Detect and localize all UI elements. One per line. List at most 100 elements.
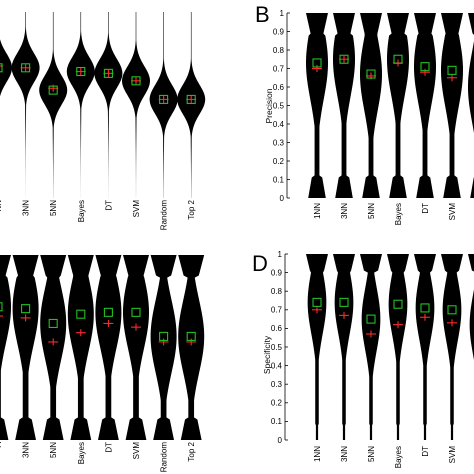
mean-marker (420, 303, 430, 313)
x-tick-label: 5NN (367, 446, 376, 462)
x-tick-label: Bayes (77, 442, 86, 464)
mean-marker (159, 94, 169, 104)
violin-c-4 (95, 255, 122, 440)
x-tick-label: 5NN (49, 200, 58, 216)
y-axis-label-d: Specificity (262, 335, 272, 374)
panel-c: A 3NN 5NN Bayes DT SVM Random Top 2 (0, 255, 205, 473)
violin-d-3 (387, 254, 409, 440)
violin-a-5 (122, 12, 150, 198)
violin-b-1 (333, 13, 355, 198)
mean-marker (186, 94, 196, 104)
x-tick-label: DT (421, 203, 430, 214)
y-tick-label: 0.1 (271, 417, 283, 426)
violin-c-5 (123, 255, 149, 440)
x-tick-label: 5NN (367, 203, 376, 219)
x-tick-label: 3NN (22, 200, 31, 216)
y-tick-label: 0.2 (273, 157, 285, 166)
y-tick-label: 0.5 (271, 343, 283, 352)
y-tick-label: 0.7 (273, 64, 285, 73)
violin-a-3 (66, 12, 95, 198)
x-tick-label: Top 2 (187, 199, 196, 219)
x-tick-label: DT (104, 200, 113, 211)
mean-marker (393, 299, 403, 309)
mean-marker (312, 58, 322, 68)
mean-marker (366, 69, 376, 79)
x-tick-label: Bayes (394, 203, 403, 225)
violin-c-3 (67, 255, 94, 440)
mean-marker (447, 65, 457, 75)
mean-marker (131, 76, 141, 86)
mean-marker (339, 54, 349, 64)
y-tick-label: 0.3 (271, 380, 283, 389)
y-tick-label: 0.3 (273, 138, 285, 147)
mean-marker (312, 297, 322, 307)
x-tick-label: A (0, 441, 3, 447)
mean-marker (21, 63, 31, 73)
x-tick-label: 1NN (313, 446, 322, 462)
x-tick-label: Bayes (394, 446, 403, 468)
violin-b-2 (360, 13, 382, 198)
violin-d-0 (306, 254, 328, 440)
violin-a-0 (0, 39, 12, 97)
x-tick-label: Bayes (77, 200, 86, 222)
x-tick-label: SVM (132, 200, 141, 218)
violin-b-6 (468, 13, 474, 198)
mean-marker (186, 331, 196, 341)
mean-marker (393, 54, 403, 64)
y-tick-label: 0.9 (271, 268, 283, 277)
mean-marker (366, 314, 376, 324)
violin-a-1 (11, 12, 40, 198)
y-tick-label: 0.2 (271, 399, 283, 408)
y-tick-label: 0.6 (271, 324, 283, 333)
violin-d-5 (441, 254, 463, 440)
mean-marker (339, 297, 349, 307)
mean-marker (131, 307, 141, 317)
panel-letter-b: B (255, 2, 270, 27)
violin-b-3 (387, 13, 409, 198)
y-axis-label-b: Precision (264, 88, 274, 123)
violin-a-6 (149, 12, 178, 198)
y-tick-label: 0.5 (273, 101, 285, 110)
violin-c-0 (0, 255, 11, 440)
y-tick-label: 0 (280, 194, 285, 203)
y-tick-label: 0.1 (273, 175, 285, 184)
mean-marker (103, 307, 113, 317)
x-tick-label: Top 2 (187, 441, 196, 461)
violin-d-1 (333, 254, 355, 440)
x-tick-label: Random (160, 200, 169, 231)
y-tick-label: 0.9 (273, 27, 285, 36)
y-tick-label: 0.6 (273, 83, 285, 92)
x-tick-label: 3NN (22, 442, 31, 458)
mean-marker (103, 68, 113, 78)
y-tick-label: 0.7 (271, 306, 283, 315)
y-tick-label: 1 (278, 250, 283, 259)
violin-c-6 (150, 255, 177, 440)
violin-d-6 (468, 254, 474, 361)
violin-d-2 (360, 254, 382, 440)
x-tick-label: DT (104, 442, 113, 453)
violin-c-2 (40, 255, 67, 440)
x-tick-label: 3NN (340, 446, 349, 462)
panel-letter-d: D (252, 251, 268, 276)
mean-marker (159, 331, 169, 341)
x-tick-label: Random (160, 442, 169, 473)
mean-marker (21, 304, 31, 314)
panel-d: 0 0.1 0.2 0.3 0.4 0.5 0.6 0.7 0.8 0.9 1 1NN 3NN 5NN Ba… (271, 250, 474, 468)
y-tick-label: 0.8 (273, 46, 285, 55)
x-tick-label: 5NN (49, 442, 58, 458)
y-tick-label: 0.8 (271, 287, 283, 296)
x-tick-label: 3NN (340, 203, 349, 219)
mean-marker (447, 305, 457, 315)
violin-a-2 (39, 12, 68, 198)
violin-b-5 (441, 13, 463, 198)
x-tick-label: NN (0, 200, 3, 212)
violin-b-4 (414, 13, 436, 198)
mean-marker (0, 302, 3, 312)
y-tick-label: 0 (278, 436, 283, 445)
violin-a-7 (177, 12, 206, 198)
panel-a: NN 3NN 5NN Bayes DT SVM Random Top 2 (0, 12, 206, 231)
x-tick-label: SVM (448, 203, 457, 221)
violin-c-7 (178, 255, 205, 440)
x-tick-label: SVM (448, 446, 457, 464)
